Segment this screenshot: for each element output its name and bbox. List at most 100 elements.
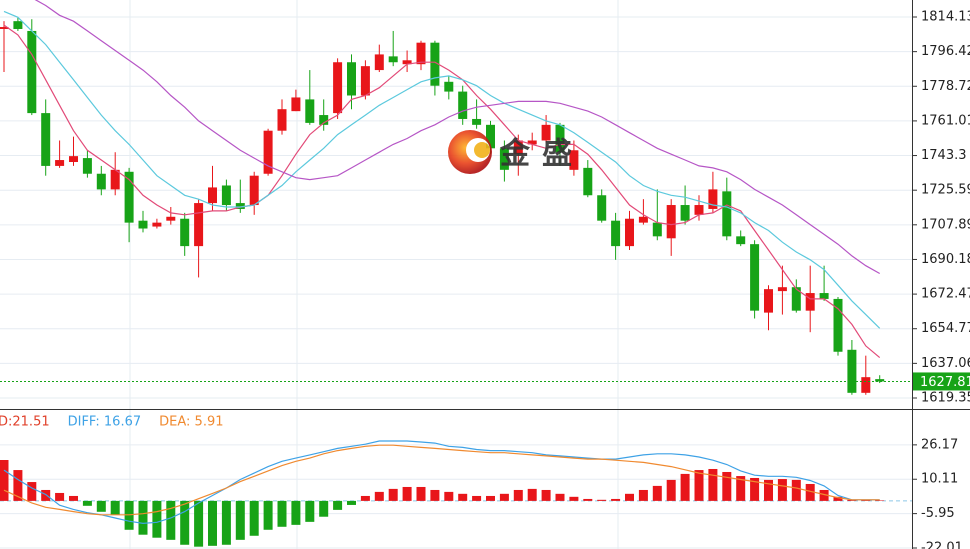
- candle-body: [819, 293, 829, 299]
- macd-bar: [486, 495, 495, 501]
- macd-bar: [555, 493, 565, 501]
- candle-body: [569, 150, 579, 170]
- macd-bar: [13, 470, 23, 501]
- macd-bar: [611, 498, 621, 501]
- macd-bar: [750, 477, 760, 501]
- candle-body: [263, 130, 273, 174]
- last-price-tag: [913, 372, 970, 391]
- macd-bar: [152, 500, 162, 538]
- candle-body: [96, 173, 106, 190]
- macd-bar: [374, 491, 384, 501]
- candle-body: [13, 21, 23, 29]
- candle-body: [347, 62, 356, 96]
- macd-bar: [458, 493, 468, 501]
- candle-body: [833, 298, 843, 352]
- macd-bar: [819, 489, 829, 501]
- candle-body: [861, 377, 871, 393]
- macd-bar: [263, 500, 273, 530]
- candle-body: [152, 222, 162, 227]
- candle-body: [305, 99, 315, 123]
- macd-bar: [638, 489, 648, 501]
- macd-bar: [208, 500, 217, 546]
- macd-bar: [305, 500, 315, 522]
- legend-entry: D:21.51: [0, 415, 50, 430]
- macd-bar: [513, 489, 523, 501]
- macd-bar: [194, 500, 204, 547]
- candle-body: [27, 30, 37, 114]
- candle-body: [472, 118, 482, 125]
- macd-bar: [291, 500, 301, 525]
- y-tick-label: 1672.47: [921, 287, 970, 302]
- macd-bar: [388, 488, 398, 501]
- y-tick-label: 1743.3: [921, 148, 967, 163]
- candle-body: [235, 203, 245, 209]
- candle-body: [138, 220, 148, 229]
- y-tick-label: 1654.77: [921, 321, 970, 336]
- macd-bar: [736, 476, 746, 501]
- candle-body: [41, 113, 51, 166]
- macd-bar: [166, 500, 176, 540]
- macd-bar: [499, 493, 509, 501]
- y-tick-label: -22.01: [921, 540, 963, 549]
- candle-body: [666, 205, 676, 239]
- macd-bar: [791, 479, 801, 501]
- candle-body: [430, 42, 440, 86]
- logo-dot: [474, 142, 490, 158]
- macd-bar: [138, 500, 148, 535]
- macd-bar: [319, 500, 329, 517]
- candle-body: [805, 293, 815, 311]
- indicator-line: [34, 0, 880, 275]
- y-tick-label: 10.11: [921, 472, 958, 487]
- candle-body: [82, 158, 92, 174]
- y-tick-label: 1690.18: [921, 252, 970, 267]
- candle-body: [69, 156, 78, 163]
- macd-bar: [527, 488, 537, 501]
- macd-bar: [597, 499, 607, 501]
- y-tick-label: 1707.89: [921, 217, 970, 232]
- macd-bar: [180, 500, 190, 545]
- macd-bar: [402, 486, 412, 501]
- candle-body: [708, 189, 718, 209]
- y-tick-label: 1814.13: [921, 9, 970, 24]
- watermark-text: 金盛: [499, 137, 584, 172]
- macd-bar: [444, 491, 454, 501]
- macd-bar: [82, 500, 92, 506]
- macd-bar: [805, 483, 815, 501]
- candle-body: [791, 287, 801, 311]
- macd-bar: [694, 470, 704, 501]
- candle-body: [180, 218, 190, 247]
- y-tick-label: 1725.59: [921, 183, 970, 198]
- candle-body: [541, 124, 551, 141]
- candle-body: [722, 191, 732, 237]
- legend-entry: DIFF: 16.67: [68, 415, 142, 430]
- candle-body: [736, 236, 746, 245]
- macd-bar: [235, 500, 245, 540]
- macd-bar: [569, 496, 579, 501]
- macd-bar: [764, 479, 773, 501]
- macd-bar: [277, 500, 287, 527]
- candle-body: [555, 124, 565, 153]
- macd-plot: [0, 440, 912, 549]
- y-tick-label: 1761.01: [921, 113, 970, 128]
- macd-bar: [27, 482, 37, 501]
- macd-bar: [69, 495, 78, 501]
- candle-body: [208, 187, 217, 204]
- y-tick-label: 1778.72: [921, 79, 970, 94]
- macd-bar: [722, 471, 732, 501]
- candle-body: [611, 220, 621, 247]
- macd-bar: [875, 500, 885, 501]
- macd-bar: [41, 489, 51, 501]
- candle-body: [597, 195, 607, 221]
- macd-bar: [680, 473, 690, 501]
- candle-body: [625, 218, 634, 247]
- macd-bar: [0, 460, 9, 501]
- macd-bar: [652, 485, 662, 501]
- macd-bar: [833, 496, 843, 501]
- candle-body: [513, 140, 523, 155]
- candle-body: [374, 54, 384, 71]
- candle-body: [680, 205, 690, 221]
- candle-body: [388, 56, 398, 63]
- macd-bar: [861, 500, 871, 501]
